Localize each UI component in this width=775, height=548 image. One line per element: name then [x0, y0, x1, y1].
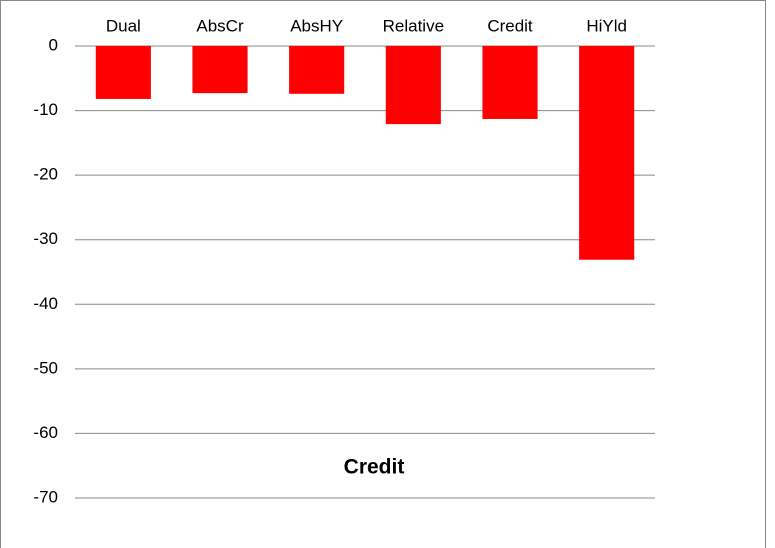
bar — [192, 46, 248, 94]
x-tick-label: AbsCr — [196, 16, 244, 35]
bar — [95, 46, 151, 99]
y-tick-label: -20 — [33, 165, 58, 184]
y-tick-label: -70 — [33, 487, 58, 506]
x-tick-label: Dual — [106, 16, 141, 35]
x-tick-label: AbsHY — [290, 16, 343, 35]
x-tick-label: Relative — [383, 16, 444, 35]
y-tick-label: -60 — [33, 423, 58, 442]
bar — [385, 46, 441, 125]
y-tick-label: 0 — [49, 35, 58, 54]
x-tick-label: HiYld — [586, 16, 627, 35]
x-tick-label: Credit — [487, 16, 533, 35]
bar — [482, 46, 538, 119]
y-tick-label: -50 — [33, 358, 58, 377]
bar — [289, 46, 345, 94]
y-tick-label: -10 — [33, 100, 58, 119]
chart-title: Credit — [344, 456, 405, 479]
y-tick-label: -30 — [33, 229, 58, 248]
bar — [579, 46, 635, 260]
y-tick-label: -40 — [33, 294, 58, 313]
